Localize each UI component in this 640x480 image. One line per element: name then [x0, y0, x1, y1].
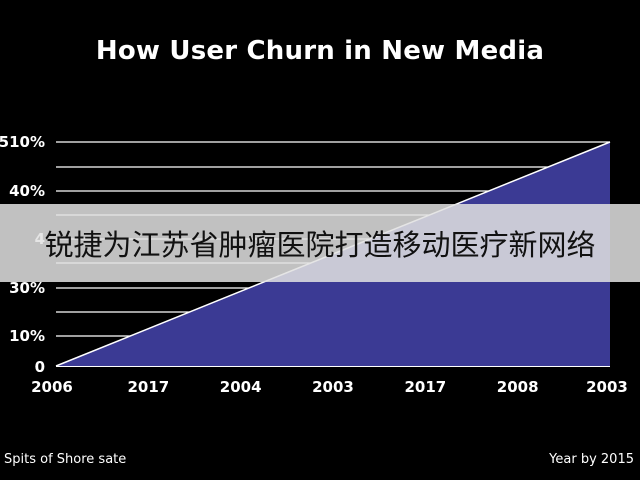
chart-title: How User Churn in New Media: [95, 36, 545, 66]
x-tick-label: 2004: [220, 378, 262, 396]
x-tick-label: 2017: [404, 378, 446, 396]
x-tick-label: 2003: [586, 378, 628, 396]
y-tick-label: 0: [35, 358, 45, 376]
y-tick-label: 10%: [9, 327, 45, 345]
x-axis-ticks: 2006 2017 2004 2003 2017 2008 2003: [31, 378, 628, 396]
footer-year-note: Year by 2015: [549, 452, 634, 467]
x-tick-label: 2017: [127, 378, 169, 396]
y-axis-ticks: 510%40%430%10%0: [0, 133, 45, 376]
footer-source-note: Spits of Shore sate: [4, 452, 127, 467]
overlay-banner: 锐捷为江苏省肿瘤医院打造移动医疗新网络: [0, 204, 640, 282]
y-tick-label: 30%: [9, 279, 45, 297]
y-tick-label: 40%: [9, 182, 45, 200]
x-tick-label: 2003: [312, 378, 354, 396]
x-tick-label: 2006: [31, 378, 73, 396]
banner-text: 锐捷为江苏省肿瘤医院打造移动医疗新网络: [44, 228, 596, 262]
x-tick-label: 2008: [497, 378, 539, 396]
y-tick-label: 510%: [0, 133, 45, 151]
